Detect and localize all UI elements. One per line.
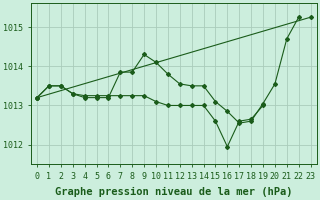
X-axis label: Graphe pression niveau de la mer (hPa): Graphe pression niveau de la mer (hPa) [55, 186, 292, 197]
